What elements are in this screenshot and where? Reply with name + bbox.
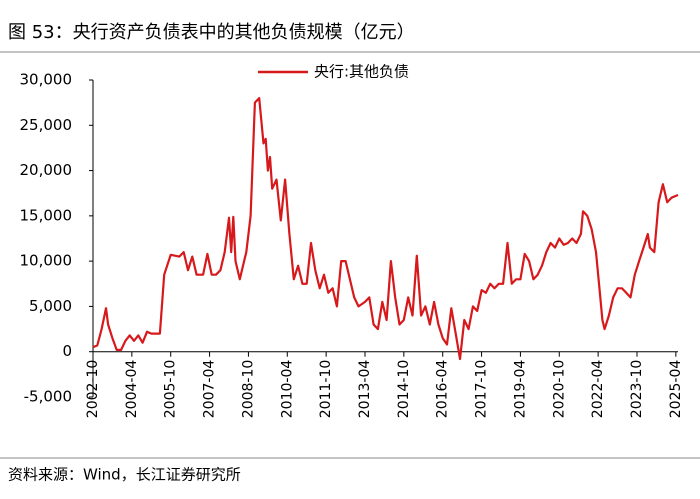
x-tick-label: 2025-04 <box>668 360 684 419</box>
source: 资料来源：Wind，长江证券研究所 <box>8 466 241 484</box>
chart-title: 图 53：央行资产负债表中的其他负债规模（亿元） <box>8 22 415 43</box>
y-tick-label: 25,000 <box>20 116 73 134</box>
x-tick-label: 2007-04 <box>202 360 218 419</box>
y-tick-label: 20,000 <box>20 161 73 179</box>
x-tick-label: 2022-04 <box>590 360 606 419</box>
x-tick-label: 2004-04 <box>124 360 140 419</box>
x-tick-label: 2010-04 <box>279 360 295 419</box>
y-tick-label: 30,000 <box>20 71 73 89</box>
y-tick-label: 10,000 <box>20 252 73 270</box>
y-tick-label: 15,000 <box>20 206 73 224</box>
x-tick-label: 2008-10 <box>240 360 256 419</box>
x-tick-label: 2005-10 <box>163 360 179 419</box>
x-tick-label: 2011-10 <box>318 360 334 419</box>
x-tick-label: 2023-10 <box>629 360 645 419</box>
x-tick-label: 2017-10 <box>474 360 490 419</box>
y-tick-label: 0 <box>62 342 72 360</box>
x-tick-label: 2019-04 <box>512 360 528 419</box>
x-tick-label: 2014-10 <box>396 360 412 419</box>
x-tick-label: 2020-10 <box>551 360 567 419</box>
y-tick-label: -5,000 <box>24 388 72 406</box>
x-tick-label: 2016-04 <box>435 360 451 419</box>
line <box>92 96 679 361</box>
x-tick-label: 2013-04 <box>357 360 373 419</box>
y-tick-label: 5,000 <box>29 297 72 315</box>
legend-label: 央行:其他负债 <box>314 63 409 81</box>
x-tick-label: 2002-10 <box>85 360 101 419</box>
